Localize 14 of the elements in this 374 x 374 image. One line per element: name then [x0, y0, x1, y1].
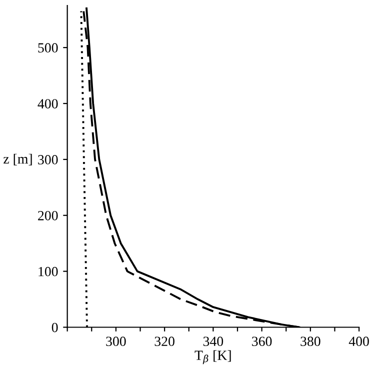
x-tick-label: 340 [203, 336, 224, 346]
y-tick-label: 300 [38, 155, 58, 164]
y-tick-label: 500 [38, 43, 58, 53]
x-tick-label: 320 [154, 336, 174, 346]
x-axis-title: T$_{β}$ [K] [194, 350, 231, 364]
y-axis-title: z [m] [4, 154, 32, 166]
x-tick-label: 300 [106, 336, 126, 346]
x-tick-label: 360 [252, 336, 272, 346]
x-tick-label: 380 [300, 336, 320, 346]
y-tick-label: 100 [38, 266, 58, 276]
y-tick-label: 200 [38, 210, 58, 220]
x-tick-label: 400 [348, 336, 369, 346]
y-tick-label: 0 [52, 322, 58, 332]
y-tick-label: 400 [38, 99, 58, 108]
